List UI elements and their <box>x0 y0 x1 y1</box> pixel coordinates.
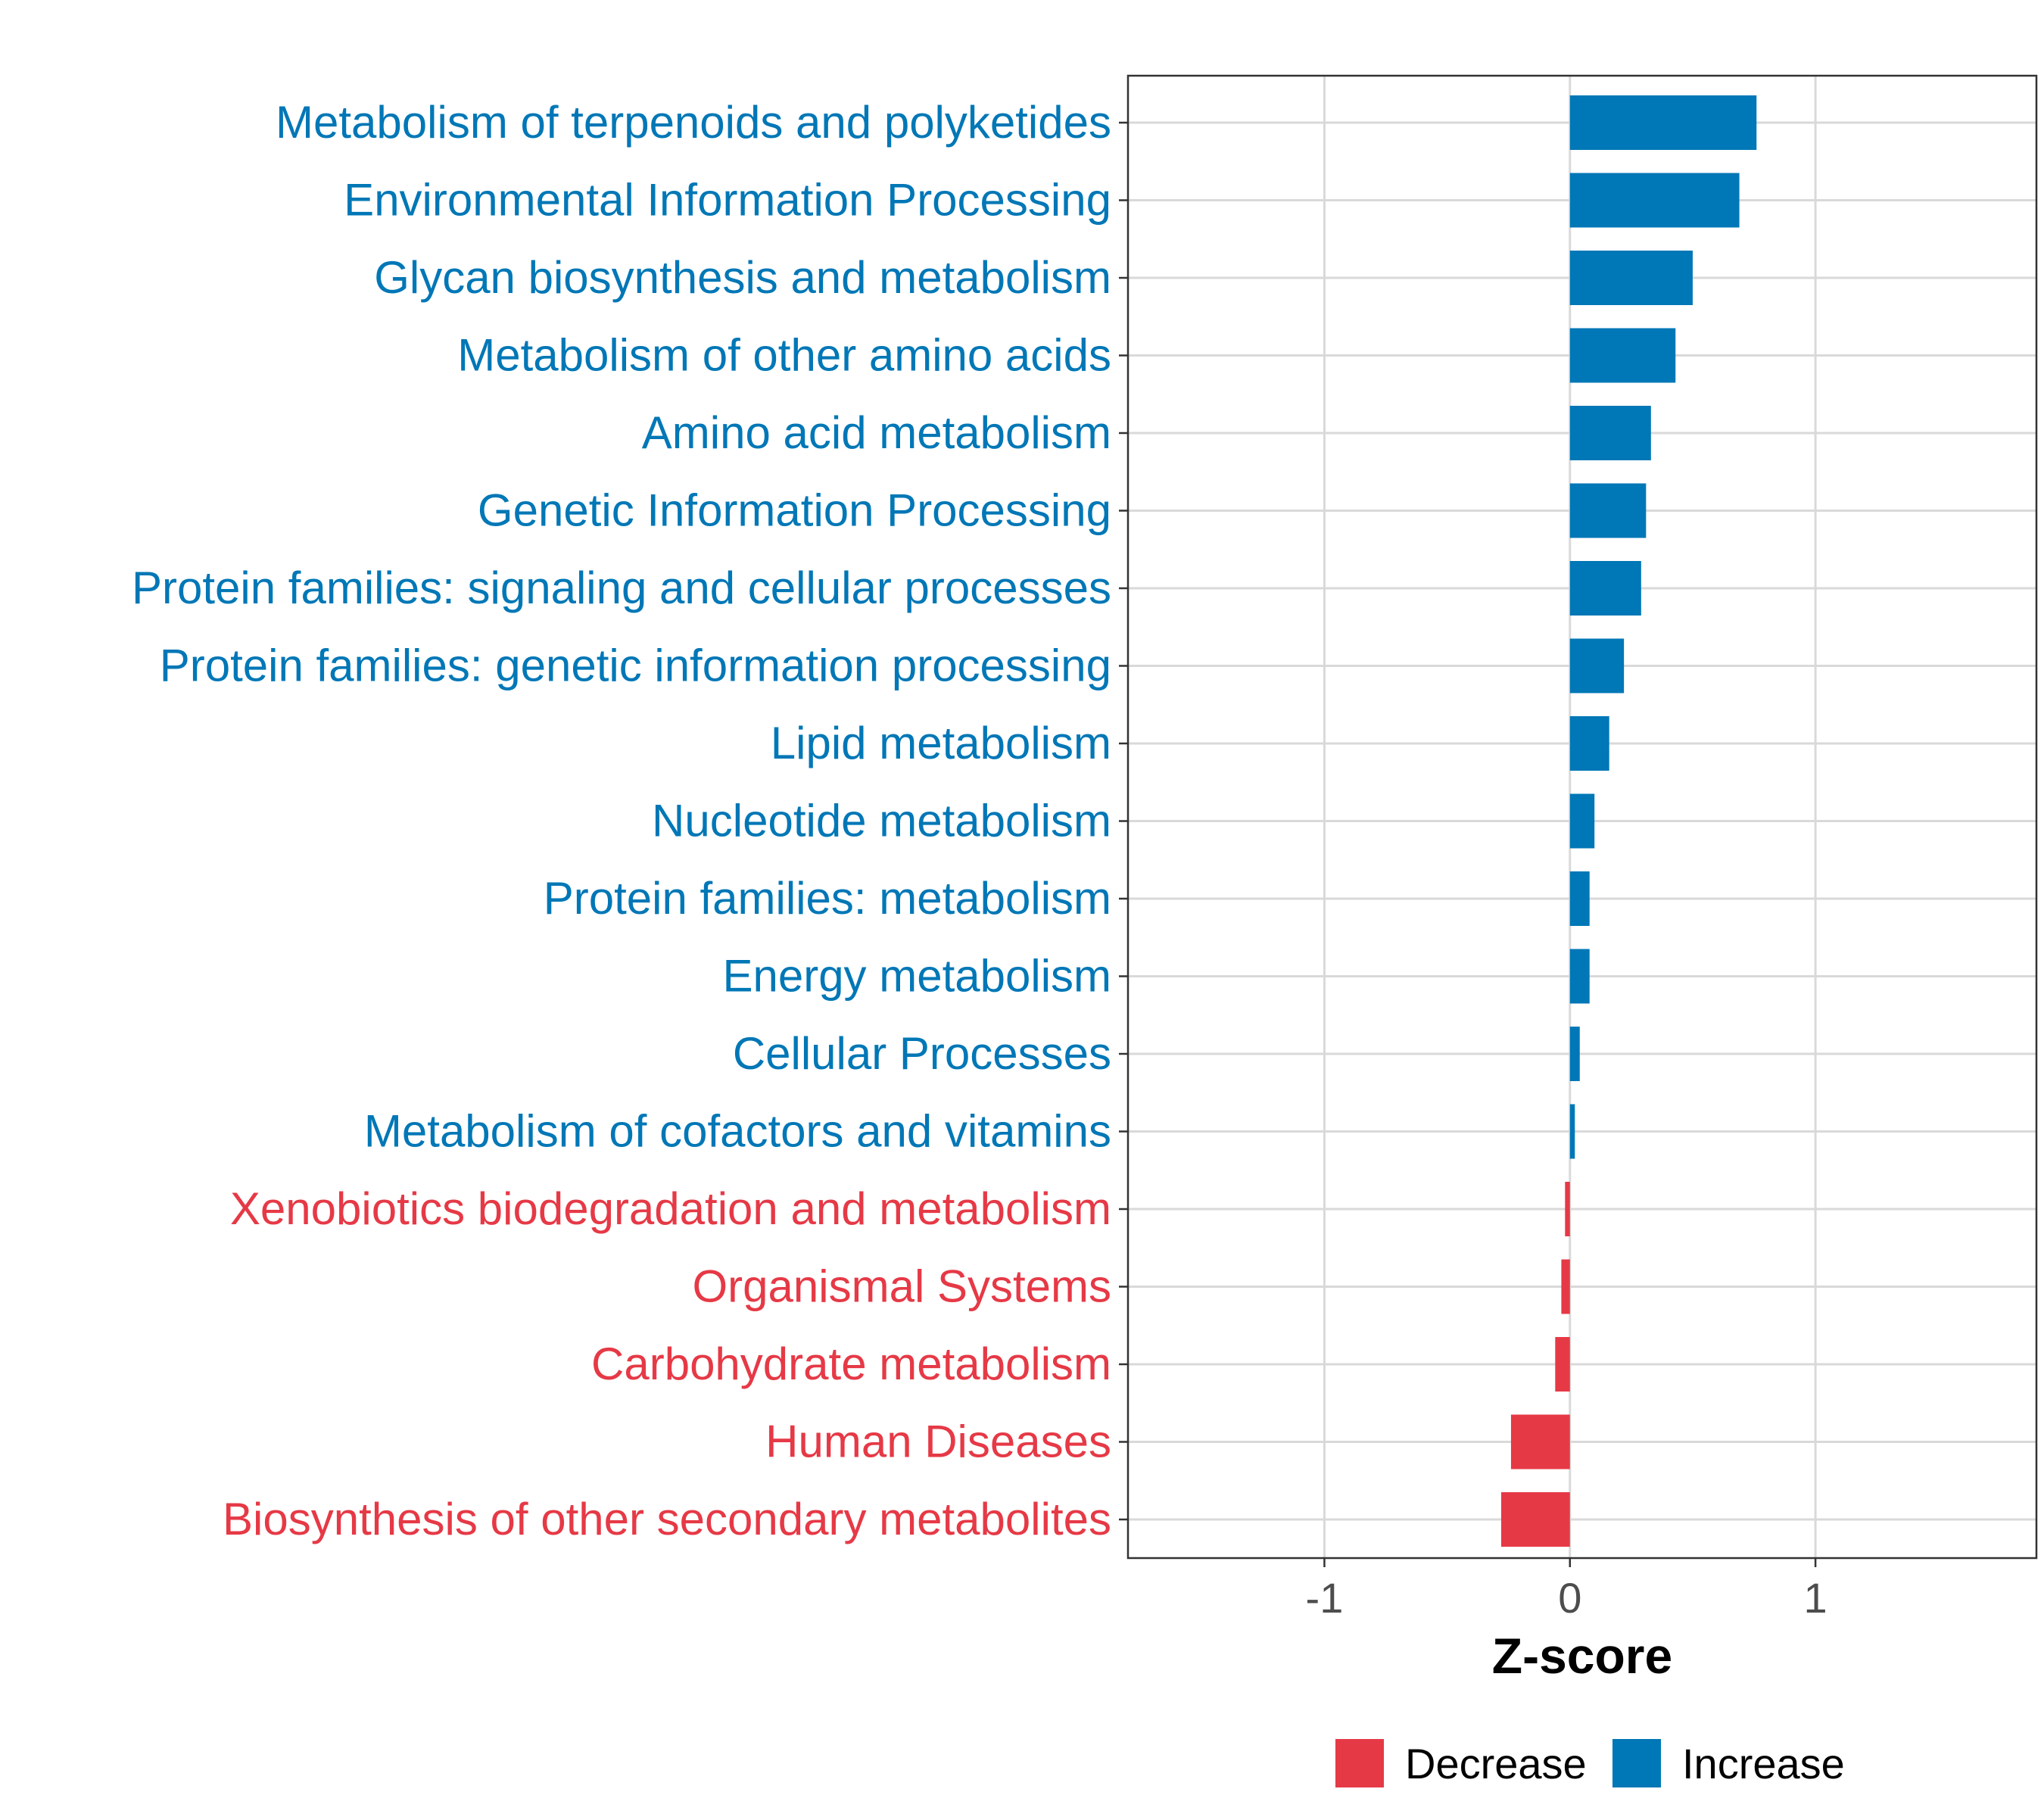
x-axis-ticks: -1 0 1 <box>1306 1558 1827 1622</box>
x-tick-label-2: 1 <box>1804 1574 1827 1622</box>
y-label-7: Protein families: signaling and cellular… <box>132 563 1111 613</box>
y-label-4: Metabolism of other amino acids <box>457 330 1111 381</box>
bars <box>1500 95 1757 1547</box>
bar-19 <box>1500 1492 1570 1547</box>
y-label-1: Metabolism of terpenoids and polyketides <box>276 97 1111 148</box>
bar-14 <box>1569 1104 1575 1159</box>
y-axis-labels: Metabolism of terpenoids and polyketides… <box>132 97 1128 1544</box>
bar-16 <box>1561 1259 1570 1314</box>
y-label-10: Nucleotide metabolism <box>652 796 1111 846</box>
legend-swatch-increase <box>1612 1739 1661 1787</box>
bar-5 <box>1569 406 1651 460</box>
y-label-8: Protein families: genetic information pr… <box>160 640 1111 691</box>
y-label-18: Human Diseases <box>765 1417 1111 1467</box>
bar-9 <box>1569 716 1609 771</box>
y-label-3: Glycan biosynthesis and metabolism <box>374 252 1111 303</box>
y-label-16: Organismal Systems <box>693 1261 1111 1312</box>
y-label-12: Energy metabolism <box>722 951 1111 1002</box>
panel-border <box>1126 74 2038 1560</box>
y-label-13: Cellular Processes <box>733 1028 1111 1079</box>
bar-4 <box>1569 328 1676 383</box>
bar-6 <box>1569 483 1647 538</box>
bar-8 <box>1569 638 1625 693</box>
legend: Decrease Increase <box>1335 1739 1845 1787</box>
legend-swatch-decrease <box>1335 1739 1384 1787</box>
legend-label-decrease: Decrease <box>1405 1740 1587 1787</box>
y-label-2: Environmental Information Processing <box>344 175 1111 226</box>
bar-17 <box>1555 1337 1570 1392</box>
bar-7 <box>1569 561 1641 616</box>
y-label-11: Protein families: metabolism <box>544 873 1111 924</box>
y-label-6: Genetic Information Processing <box>478 485 1111 536</box>
bar-1 <box>1569 95 1757 150</box>
bar-12 <box>1569 949 1590 1004</box>
x-tick-label-0: -1 <box>1306 1574 1344 1622</box>
y-label-15: Xenobiotics biodegradation and metabolis… <box>230 1183 1111 1234</box>
x-tick-label-1: 0 <box>1558 1574 1581 1622</box>
y-label-9: Lipid metabolism <box>771 718 1111 768</box>
legend-label-increase: Increase <box>1682 1740 1845 1787</box>
bar-15 <box>1565 1182 1570 1236</box>
y-label-14: Metabolism of cofactors and vitamins <box>364 1106 1111 1157</box>
y-label-19: Biosynthesis of other secondary metaboli… <box>223 1494 1111 1544</box>
bar-18 <box>1510 1414 1570 1469</box>
bar-13 <box>1569 1027 1580 1081</box>
y-label-17: Carbohydrate metabolism <box>591 1339 1111 1389</box>
bar-10 <box>1569 793 1595 849</box>
x-axis-title: Z-score <box>1492 1628 1672 1684</box>
bar-2 <box>1569 173 1740 228</box>
y-label-5: Amino acid metabolism <box>642 407 1111 458</box>
bar-3 <box>1569 251 1693 305</box>
bar-11 <box>1569 871 1590 926</box>
